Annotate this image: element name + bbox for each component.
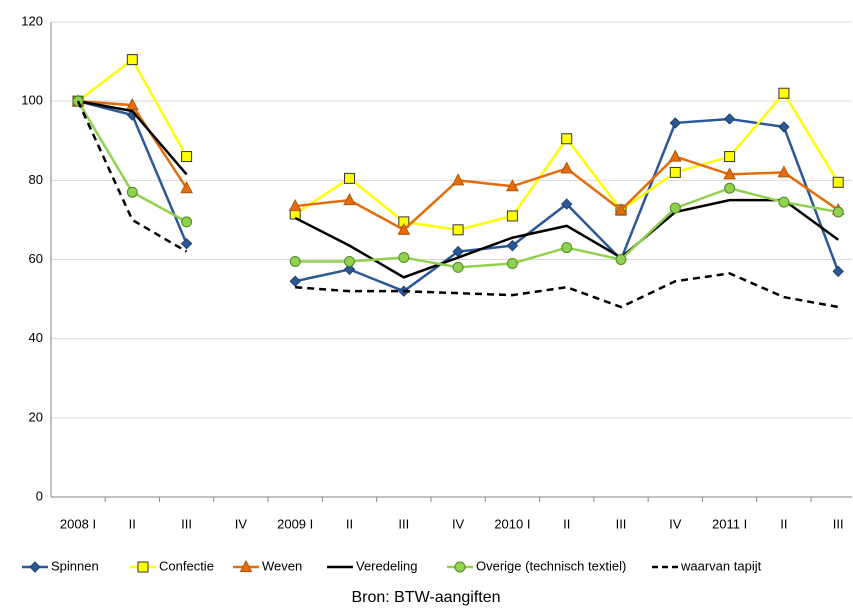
marker xyxy=(778,87,790,99)
y-tick-label: 20 xyxy=(29,409,43,424)
marker xyxy=(343,193,356,206)
x-tick-label: III xyxy=(833,516,844,531)
x-tick-label: 2011 I xyxy=(712,516,747,531)
marker xyxy=(398,252,410,264)
x-tick-label: II xyxy=(346,516,353,531)
legend-marker xyxy=(29,561,41,573)
x-tick-label: II xyxy=(563,516,570,531)
series-line xyxy=(77,99,839,279)
y-tick-label: 0 xyxy=(36,488,43,503)
legend-marker xyxy=(137,561,149,573)
legend-label: Spinnen xyxy=(51,558,99,573)
marker xyxy=(832,176,844,188)
legend-item: Confectie xyxy=(130,558,214,573)
x-tick-label: III xyxy=(181,516,192,531)
marker xyxy=(832,206,844,218)
x-tick-label: 2009 I xyxy=(277,516,313,531)
marker xyxy=(344,172,355,184)
legend-item: Overige (technisch textiel) xyxy=(447,558,626,573)
marker xyxy=(452,261,464,273)
marker xyxy=(452,224,464,236)
marker xyxy=(506,257,518,269)
series-line xyxy=(77,57,840,232)
marker xyxy=(723,113,736,125)
marker xyxy=(723,167,736,180)
y-tick-label: 60 xyxy=(29,251,43,266)
marker xyxy=(451,173,465,186)
legend-item: Weven xyxy=(233,558,302,573)
legend-label: Confectie xyxy=(159,558,214,573)
marker xyxy=(832,265,844,278)
x-tick-label: 2008 I xyxy=(60,516,96,531)
marker xyxy=(561,133,573,145)
x-tick-label: II xyxy=(780,516,787,531)
marker xyxy=(614,202,628,216)
legend-label: Weven xyxy=(262,558,302,573)
x-tick-label: IV xyxy=(669,516,682,531)
marker xyxy=(181,151,193,163)
y-tick-label: 100 xyxy=(21,93,43,108)
marker xyxy=(289,275,301,287)
marker xyxy=(561,242,573,254)
x-tick-label: IV xyxy=(452,516,465,531)
marker xyxy=(669,202,681,214)
x-tick-label: III xyxy=(616,516,627,531)
marker xyxy=(724,151,736,163)
marker xyxy=(506,179,519,192)
marker xyxy=(560,161,574,174)
marker xyxy=(397,222,411,235)
marker xyxy=(343,263,356,276)
marker xyxy=(615,254,627,265)
marker xyxy=(506,239,519,252)
marker xyxy=(669,117,682,129)
marker xyxy=(778,196,790,208)
legend-label: Veredeling xyxy=(356,558,417,573)
legend-marker xyxy=(239,559,253,572)
marker xyxy=(668,149,682,162)
y-tick-label: 120 xyxy=(21,13,43,28)
source-note: Bron: BTW-aangiften xyxy=(351,589,500,606)
legend-marker xyxy=(454,561,466,573)
x-tick-label: IV xyxy=(235,516,248,531)
x-tick-label: II xyxy=(129,516,136,531)
legend-label: Overige (technisch textiel) xyxy=(476,558,626,573)
x-tick-label: III xyxy=(398,516,409,531)
marker xyxy=(344,255,355,267)
marker xyxy=(724,182,736,194)
marker xyxy=(560,198,573,210)
marker xyxy=(180,181,193,194)
marker xyxy=(126,186,138,198)
x-tick-label: 2010 I xyxy=(494,516,530,531)
legend-label: waarvan tapijt xyxy=(680,558,762,573)
marker xyxy=(506,210,518,222)
legend-item: Spinnen xyxy=(22,558,99,573)
marker xyxy=(778,121,790,133)
marker xyxy=(288,198,302,212)
series-line xyxy=(76,100,839,309)
marker xyxy=(669,166,681,178)
legend-item: waarvan tapijt xyxy=(652,558,762,573)
y-tick-label: 40 xyxy=(29,330,43,345)
marker xyxy=(125,98,139,111)
marker xyxy=(181,216,193,228)
marker xyxy=(289,255,301,267)
legend-item: Veredeling xyxy=(327,558,417,573)
marker xyxy=(777,165,791,178)
y-tick-label: 80 xyxy=(29,172,43,187)
marker xyxy=(180,237,193,250)
marker xyxy=(126,54,138,66)
